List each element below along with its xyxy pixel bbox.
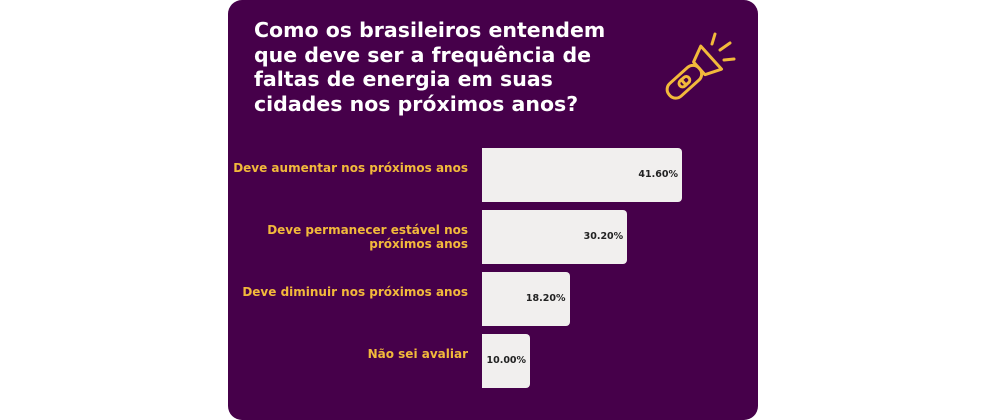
bar-value-label: 10.00% [486,355,527,366]
chart-title: Como os brasileiros entendem que deve se… [254,18,606,116]
bar-value-label: 41.60% [638,169,678,180]
bar [482,148,682,202]
bar-label: Deve permanecer estável nos próximos ano… [267,223,468,251]
bar-chart: Deve aumentar nos próximos anos 41.60% Dev… [228,140,758,400]
bar [482,210,628,264]
bar [482,272,570,326]
bar-label: Deve diminuir nos próximos anos [242,285,468,299]
flashlight-icon [665,32,736,100]
bar-value-label: 18.20% [525,293,566,304]
bar [482,334,531,388]
bar-label: Deve aumentar nos próximos anos [233,161,468,175]
bar-label: Não sei avaliar [367,347,468,361]
bar-value-label: 30.20% [583,231,624,242]
